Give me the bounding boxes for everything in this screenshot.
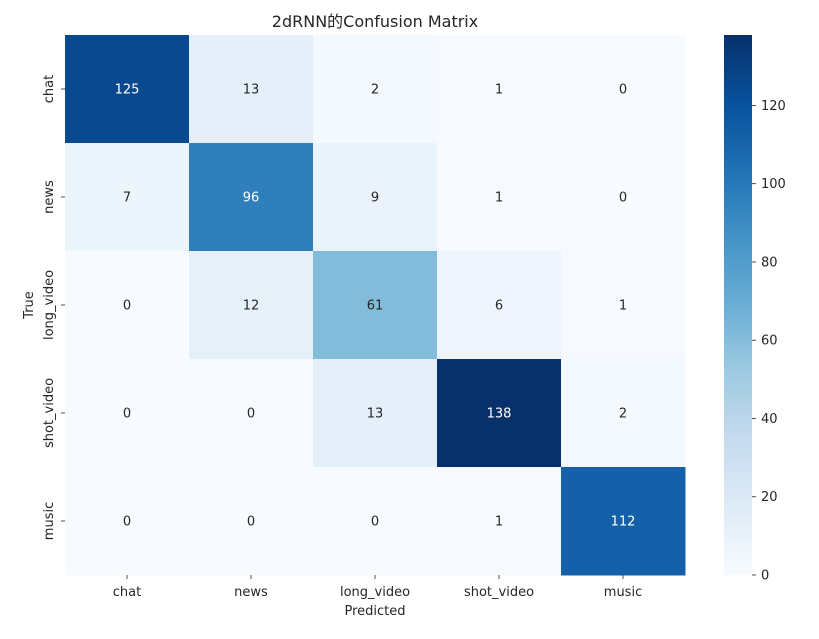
heatmap-cell xyxy=(189,467,314,576)
y-tick-label: news xyxy=(42,180,57,214)
colorbar-tick-label: 20 xyxy=(761,490,778,505)
cell-value-label: 138 xyxy=(487,407,512,422)
x-axis-label: Predicted xyxy=(344,604,405,619)
heatmap-cell xyxy=(189,359,314,468)
x-tick-label: news xyxy=(234,585,268,600)
cell-value-label: 0 xyxy=(619,191,627,206)
heatmap-cell xyxy=(313,143,438,252)
heatmap-cell xyxy=(437,467,562,576)
heatmap-cell xyxy=(561,467,686,576)
cell-value-label: 12 xyxy=(243,299,260,314)
y-tick-label: long_video xyxy=(42,270,57,340)
x-tick-label: chat xyxy=(113,585,141,600)
y-axis-label: True xyxy=(22,291,37,320)
heatmap-cell xyxy=(65,467,190,576)
colorbar-tick-label: 80 xyxy=(761,255,778,270)
heatmap-cell xyxy=(313,359,438,468)
cell-value-label: 6 xyxy=(495,299,503,314)
heatmap-cell xyxy=(437,359,562,468)
chart-title: 2dRNN的Confusion Matrix xyxy=(272,12,478,31)
cell-value-label: 0 xyxy=(123,299,131,314)
heatmap-cell xyxy=(437,35,562,144)
colorbar-tick-label: 100 xyxy=(761,177,786,192)
y-tick-label: shot_video xyxy=(42,378,57,448)
heatmap-cell xyxy=(65,143,190,252)
heatmap-cell xyxy=(313,467,438,576)
cell-value-label: 1 xyxy=(495,83,503,98)
heatmap-cell xyxy=(65,251,190,360)
y-tick-label: chat xyxy=(42,75,57,103)
cell-value-label: 112 xyxy=(611,515,636,530)
x-tick-label: shot_video xyxy=(464,585,534,600)
heatmap-cell xyxy=(189,143,314,252)
cell-value-label: 9 xyxy=(371,191,379,206)
heatmap-cell xyxy=(561,35,686,144)
cell-value-label: 0 xyxy=(247,407,255,422)
colorbar-tick-label: 60 xyxy=(761,334,778,349)
colorbar-tick-label: 120 xyxy=(761,99,786,114)
heatmap-cell xyxy=(561,359,686,468)
x-axis-ticks: chat news long_video shot_video music xyxy=(113,575,642,600)
cell-value-label: 0 xyxy=(123,515,131,530)
cell-value-label: 61 xyxy=(367,299,384,314)
colorbar xyxy=(724,35,752,575)
heatmap-cell xyxy=(189,251,314,360)
cell-value-label: 0 xyxy=(247,515,255,530)
cell-value-label: 0 xyxy=(371,515,379,530)
cell-value-label: 0 xyxy=(123,407,131,422)
colorbar-ticks: 0 20 40 60 80 100 120 xyxy=(752,99,786,584)
y-tick-label: music xyxy=(42,502,57,540)
heatmap-cell xyxy=(65,359,190,468)
heatmap-cell xyxy=(313,251,438,360)
heatmap-grid: 125 13 2 1 07 96 9 1 00 12 61 6 10 0 13 138 20 0 0 1 112 xyxy=(65,35,686,576)
heatmap-cell xyxy=(313,35,438,144)
cell-value-label: 2 xyxy=(371,83,379,98)
cell-value-label: 13 xyxy=(243,83,260,98)
cell-value-label: 96 xyxy=(243,191,260,206)
x-tick-label: music xyxy=(604,585,642,600)
heatmap-cell xyxy=(65,35,190,144)
heatmap-cell xyxy=(561,251,686,360)
heatmap-cell xyxy=(437,143,562,252)
colorbar-tick-label: 40 xyxy=(761,412,778,427)
cell-value-label: 1 xyxy=(495,515,503,530)
cell-value-label: 2 xyxy=(619,407,627,422)
colorbar-tick-label: 0 xyxy=(761,569,769,584)
cell-value-label: 7 xyxy=(123,191,131,206)
cell-value-label: 13 xyxy=(367,407,384,422)
x-tick-label: long_video xyxy=(340,585,410,600)
cell-value-label: 1 xyxy=(495,191,503,206)
heatmap-cell xyxy=(561,143,686,252)
cell-value-label: 125 xyxy=(115,83,140,98)
heatmap-cell xyxy=(437,251,562,360)
cell-value-label: 1 xyxy=(619,299,627,314)
heatmap-cell xyxy=(189,35,314,144)
cell-value-label: 0 xyxy=(619,83,627,98)
